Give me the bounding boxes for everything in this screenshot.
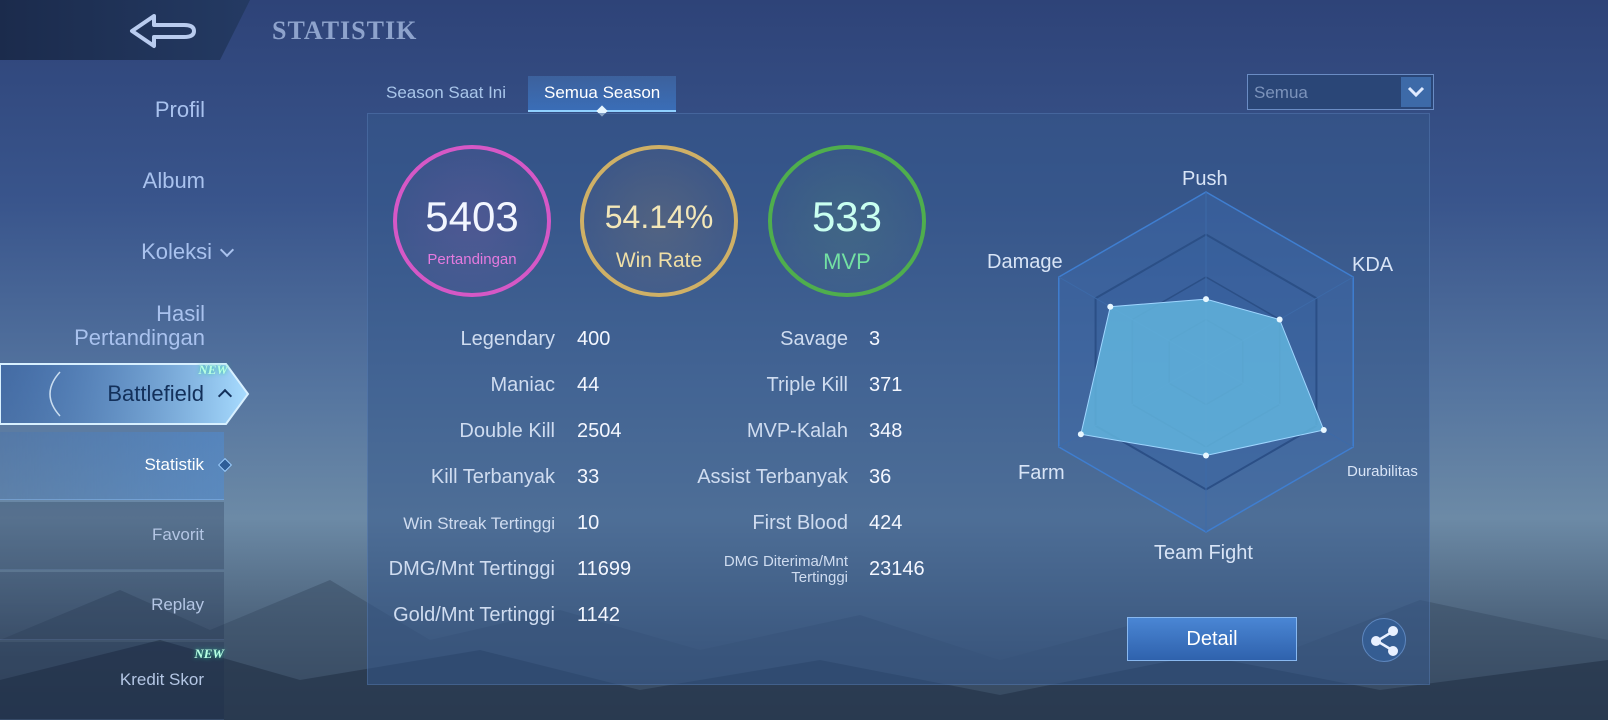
radar-axis-label-durabilitas: Durabilitas (1347, 463, 1418, 480)
stat-label: Savage (780, 328, 848, 350)
stat-value: 3 (869, 328, 881, 350)
page-title: STATISTIK (272, 16, 418, 45)
sidebar-item-label: Koleksi (141, 239, 212, 264)
matches-ring: 5403 Pertandingan (393, 145, 551, 297)
radar-axis-label-push: Push (1182, 168, 1228, 190)
mvp-label: MVP (823, 249, 871, 274)
stat-value: 44 (577, 374, 600, 396)
matches-label: Pertandingan (427, 251, 517, 268)
stat-label: Legendary (460, 328, 555, 350)
sidebar-subitem-label: Replay (151, 595, 204, 614)
sidebar-item-koleksi[interactable]: Koleksi (141, 239, 235, 264)
stat-label: Gold/Mnt Tertinggi (393, 604, 555, 626)
stat-label: First Blood (752, 512, 848, 534)
stat-value: 36 (869, 466, 892, 488)
tab-label: Semua Season (544, 83, 661, 102)
radar-axis-label-farm: Farm (1018, 462, 1065, 484)
sidebar-subitem-replay[interactable]: Replay (0, 572, 224, 640)
sidebar-item-battlefield[interactable]: Battlefield NEW (0, 360, 252, 428)
stat-value: 348 (869, 420, 903, 442)
radar-axis-label-damage: Damage (987, 251, 1063, 273)
share-button[interactable] (1362, 618, 1406, 662)
battlefield-label: Battlefield (107, 381, 204, 406)
stat-value: 10 (577, 512, 600, 534)
season-filter-select[interactable]: Semua (1247, 74, 1434, 110)
stat-label: Assist Terbanyak (697, 466, 848, 488)
battlefield-frame (0, 363, 250, 425)
radar-svg (1058, 191, 1354, 533)
stat-label: Double Kill (459, 420, 555, 442)
radar-value-point (1320, 427, 1327, 433)
radar-value-point (1107, 303, 1114, 310)
radar-axis-label-team-fight: Team Fight (1154, 542, 1253, 564)
radar-axis-label-kda: KDA (1352, 254, 1394, 276)
win-rate-label: Win Rate (615, 249, 703, 272)
stat-value: 400 (577, 328, 611, 350)
active-marker-icon (217, 457, 233, 473)
radar-value-point (1203, 452, 1209, 459)
chevron-down-icon (219, 242, 235, 258)
back-arrow-icon (130, 14, 196, 48)
tab-season-saat-ini[interactable]: Season Saat Ini (386, 83, 507, 102)
stat-value: 2504 (577, 420, 622, 442)
stat-label: MVP-Kalah (746, 420, 848, 442)
stat-value: 11699 (577, 558, 632, 580)
sidebar-subitem-label: Kredit Skor (119, 670, 204, 689)
stat-label: Maniac (490, 374, 555, 396)
win-rate-ring: 54.14% Win Rate (580, 145, 738, 297)
stat-value: 1142 (577, 604, 621, 626)
sidebar-subitem-label: Favorit (152, 525, 204, 544)
radar-chart (980, 160, 1430, 560)
new-badge: NEW (194, 646, 224, 661)
stat-value: 33 (577, 466, 600, 488)
sidebar-item-album[interactable]: Album (142, 168, 205, 193)
stat-label: DMG Diterima/Mnt Tertinggi (723, 553, 848, 586)
sidebar-item-hasil-pertandingan[interactable]: Hasil Pertandingan (74, 301, 205, 350)
chevron-down-icon (1401, 77, 1431, 107)
share-icon (1371, 626, 1398, 656)
stat-label: Triple Kill (766, 374, 849, 396)
mvp-value: 533 (811, 193, 883, 240)
win-rate-value: 54.14% (604, 199, 714, 235)
tab-semua-season[interactable]: Semua Season (528, 76, 677, 117)
select-value: Semua (1254, 83, 1308, 102)
stat-label: Kill Terbanyak (430, 466, 555, 488)
new-badge: NEW (198, 362, 228, 377)
sidebar-item-profil[interactable]: Profil (154, 97, 205, 122)
sidebar-subitem-statistik[interactable]: Statistik (0, 432, 233, 500)
back-button[interactable] (124, 10, 204, 52)
stat-value: 371 (869, 374, 903, 396)
sidebar-subitem-label: Statistik (144, 455, 204, 474)
matches-value: 5403 (425, 193, 519, 240)
radar-value-point (1203, 296, 1209, 303)
sidebar-subitem-favorit[interactable]: Favorit (0, 502, 224, 570)
detail-button[interactable]: Detail (1127, 617, 1297, 661)
radar-value-point (1077, 431, 1084, 438)
stat-value: 424 (869, 512, 903, 534)
stat-label: Win Streak Tertinggi (403, 514, 555, 533)
header-back-plate (0, 0, 250, 60)
radar-value-point (1276, 316, 1283, 323)
mvp-ring: 533 MVP (768, 145, 926, 297)
sidebar-subitem-kredit-skor[interactable]: Kredit Skor NEW (0, 642, 224, 720)
stat-label: DMG/Mnt Tertinggi (388, 558, 555, 580)
stat-value: 23146 (869, 558, 925, 580)
